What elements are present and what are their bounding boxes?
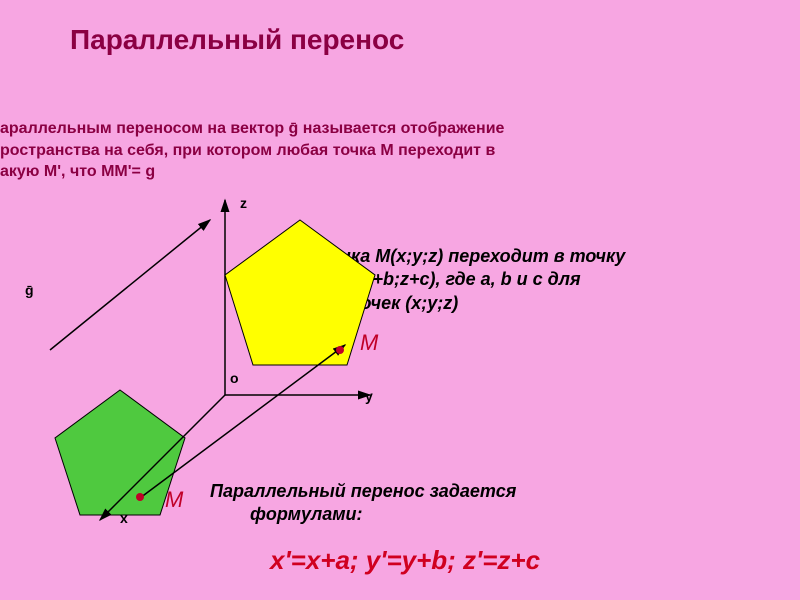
m-point-2 (136, 493, 144, 501)
origin-label: о (230, 370, 239, 386)
formula-intro-line: Параллельный перенос задается (210, 480, 516, 503)
g-vector (50, 220, 210, 350)
definition-line: араллельным переносом на вектор ḡ называ… (0, 118, 504, 140)
slide-title: Параллельный перенос (70, 24, 404, 56)
definition-text: араллельным переносом на вектор ḡ называ… (0, 118, 504, 183)
x-axis-label: x (120, 510, 128, 526)
formula-intro: Параллельный перенос задается формулами: (210, 480, 516, 527)
g-vector-label: ḡ (25, 282, 34, 298)
formula-intro-line: формулами: (210, 503, 516, 526)
pentagon-yellow (225, 220, 375, 365)
z-axis-label: z (240, 195, 247, 211)
y-axis-label: y (365, 388, 373, 404)
formula-equations: x'=x+a; y'=y+b; z'=z+c (270, 545, 540, 576)
m-vector (140, 345, 345, 498)
m-point-1 (336, 346, 344, 354)
m-label: М (165, 487, 183, 513)
definition-line: акую М', что ММ'= g (0, 161, 504, 183)
definition-line: ространства на себя, при котором любая т… (0, 140, 504, 162)
m-prime-label: М (360, 330, 378, 356)
